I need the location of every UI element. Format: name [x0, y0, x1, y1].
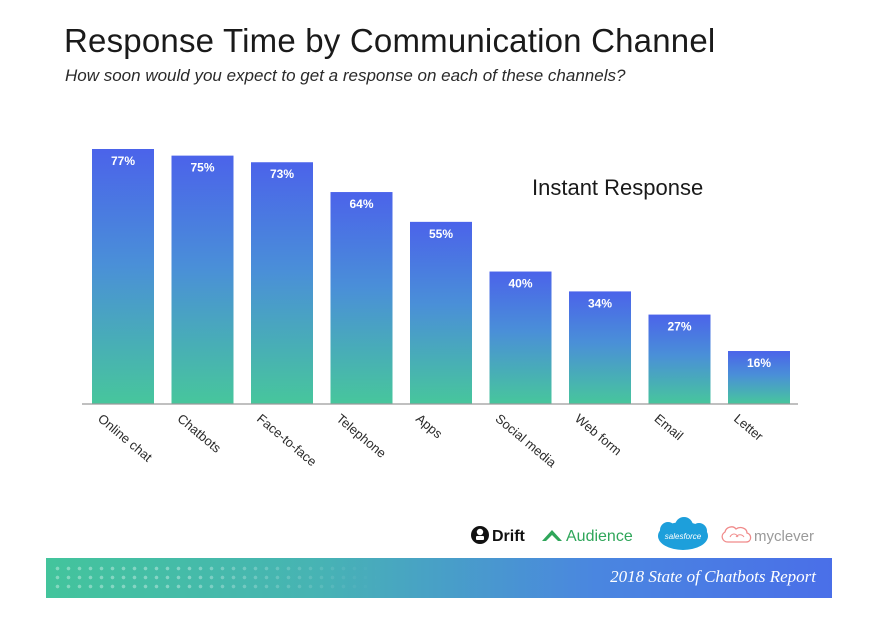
drift-logo-text: Drift	[492, 528, 526, 545]
bar-online-chat	[92, 149, 154, 404]
bar-value-label: 55%	[429, 227, 453, 241]
bar-value-label: 34%	[588, 296, 612, 310]
bar-letter	[728, 351, 790, 404]
salesforce-logo: salesforce	[658, 517, 708, 550]
x-tick-label: Telephone	[334, 411, 390, 461]
x-tick-label: Social media	[493, 411, 560, 471]
bar-value-label: 64%	[349, 197, 373, 211]
chart-title: Response Time by Communication Channel	[64, 22, 716, 59]
x-tick-label: Email	[652, 411, 687, 443]
bar-chatbots	[171, 155, 234, 404]
salesforce-logo-text: salesforce	[665, 532, 702, 541]
bar-apps	[410, 221, 472, 404]
bar-face-to-face	[251, 162, 313, 404]
bar-telephone	[330, 192, 393, 404]
audience-logo: Audience	[542, 528, 633, 545]
bar-value-label: 73%	[270, 167, 294, 181]
bar-social-media	[489, 271, 552, 404]
myclever-logo: myclever	[721, 526, 814, 545]
bar-value-label: 40%	[508, 277, 532, 291]
x-tick-label: Apps	[413, 411, 446, 442]
series-label: Instant Response	[532, 175, 703, 200]
x-tick-label: Face-to-face	[254, 411, 320, 469]
x-tick-label: Online chat	[95, 411, 155, 465]
bar-web-form	[569, 291, 631, 404]
drift-logo: Drift	[471, 526, 526, 545]
bar-value-label: 16%	[747, 356, 771, 370]
report-name: 2018 State of Chatbots Report	[610, 567, 816, 586]
x-tick-label: Letter	[731, 411, 767, 444]
bar-value-label: 27%	[667, 320, 691, 334]
audience-logo-text: Audience	[566, 528, 633, 545]
chart-subtitle: How soon would you expect to get a respo…	[65, 66, 626, 85]
footer-dot-pattern	[52, 564, 382, 592]
bar-value-label: 75%	[190, 161, 214, 175]
footer-banner: 2018 State of Chatbots Report	[46, 558, 832, 598]
sponsor-logos: Drift Audience salesforce myclever	[470, 515, 840, 555]
bar-email	[648, 314, 711, 404]
x-tick-label: Web form	[572, 411, 625, 459]
myclever-logo-text: myclever	[754, 528, 814, 545]
bar-chart: 77% 75% 73% 64% 55% 40% 34% 27% 16% Online chat C…	[82, 149, 798, 471]
bar-value-label: 77%	[111, 154, 135, 168]
x-tick-label: Chatbots	[175, 411, 225, 456]
